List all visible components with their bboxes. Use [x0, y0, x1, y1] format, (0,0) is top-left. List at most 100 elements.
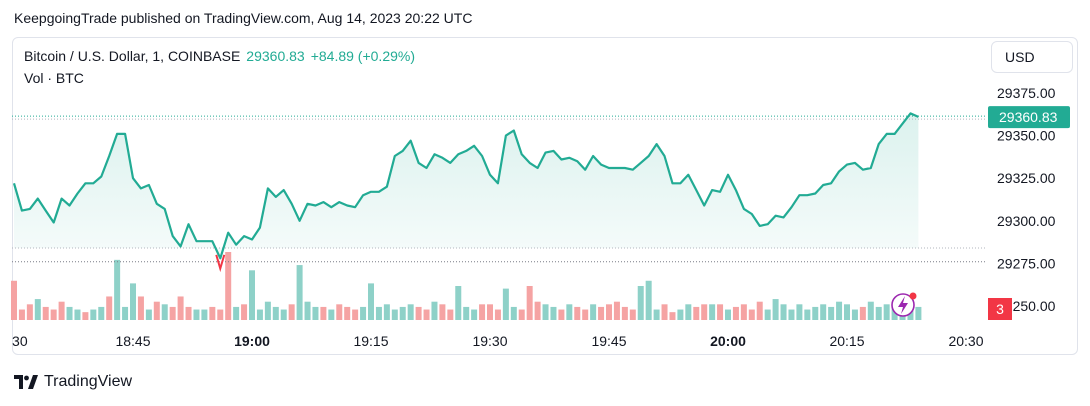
volume-bar: [11, 280, 17, 320]
volume-bar: [114, 259, 121, 320]
y-tick-label: 29275.00: [997, 255, 1056, 271]
volume-bar: [145, 309, 152, 320]
volume-bar: [764, 309, 771, 320]
legend-price: 29360.83: [246, 48, 305, 64]
x-tick-label: 19:30: [472, 333, 507, 349]
volume-bar: [328, 309, 335, 320]
volume-bar: [867, 301, 874, 320]
volume-bar: [780, 304, 787, 320]
axis-mask: [0, 330, 12, 354]
x-tick-label: 18:45: [115, 333, 150, 349]
volume-bar: [621, 306, 628, 320]
volume-bar: [415, 306, 422, 320]
volume-bar: [613, 301, 620, 320]
volume-bar: [18, 309, 25, 320]
volume-bar: [161, 304, 168, 320]
volume-bar: [859, 306, 866, 320]
lightning-icon-bolt: [898, 296, 908, 314]
volume-bar: [629, 309, 636, 320]
volume-bar: [891, 306, 898, 320]
volume-bar: [455, 286, 462, 320]
volume-bar: [677, 309, 684, 320]
volume-bar: [820, 304, 827, 320]
volume-bar: [804, 309, 811, 320]
footer-logo[interactable]: TradingView: [14, 373, 132, 391]
volume-bar: [582, 309, 589, 320]
volume-bar: [693, 306, 700, 320]
volume-bar: [352, 309, 359, 320]
events-badge: [988, 298, 1012, 320]
volume-bar: [360, 306, 367, 320]
volume-bar: [249, 270, 255, 320]
volume-bar: [788, 309, 795, 320]
price-axis[interactable]: 29375.00 29350.00 29325.00 29300.00 29275.00…: [988, 85, 1070, 314]
y-tick-label: 29300.00: [997, 213, 1056, 229]
volume-bar: [423, 309, 430, 320]
volume-bar: [217, 309, 224, 320]
volume-bar: [58, 301, 65, 320]
overlays: 3: [891, 292, 1012, 320]
volume-bar: [756, 301, 763, 320]
currency-button[interactable]: USD: [991, 41, 1073, 73]
volume-bar: [34, 299, 41, 320]
volume-bar: [851, 309, 858, 320]
volume-bar: [375, 306, 382, 320]
volume-bars: [11, 252, 922, 320]
volume-bar: [256, 309, 263, 320]
legend-volume: Vol · BTC: [24, 70, 84, 86]
volume-bar: [90, 309, 97, 320]
volume-bar: [296, 265, 303, 320]
volume-bar: [50, 309, 57, 320]
volume-bar: [201, 309, 208, 320]
volume-bar: [471, 309, 478, 320]
volume-bar: [26, 304, 33, 320]
volume-bar: [606, 304, 612, 320]
x-tick-label: 19:00: [234, 333, 270, 349]
volume-bar: [264, 301, 271, 320]
volume-bar: [463, 306, 470, 320]
volume-bar: [661, 304, 668, 320]
low-marker: [215, 254, 226, 273]
time-axis[interactable]: 8:30 18:45 19:00 19:15 19:30 19:45 20:00 20:15 2…: [0, 330, 984, 354]
volume-bar: [748, 309, 755, 320]
volume-bar: [368, 283, 374, 320]
chart-panel: [12, 37, 1078, 355]
footer-brand: TradingView: [44, 373, 133, 390]
volume-bar: [399, 306, 406, 320]
price-area-fill: [14, 113, 919, 259]
x-tick-label: 20:15: [829, 333, 864, 349]
volume-bar: [320, 306, 327, 320]
volume-bar: [193, 309, 200, 320]
y-tick-label: 29325.00: [997, 170, 1056, 186]
volume-bar: [209, 306, 216, 320]
events-badge-label: 3: [996, 301, 1004, 317]
volume-bar: [828, 306, 835, 320]
volume-bar: [169, 306, 176, 320]
notification-dot: [909, 292, 917, 300]
publisher-line: KeepgoingTrade published on TradingView.…: [14, 10, 473, 26]
volume-bar: [812, 306, 819, 320]
volume-bar: [336, 304, 343, 320]
tradingview-logo-icon: [14, 375, 38, 389]
price-area: [14, 113, 919, 259]
volume-bar: [558, 309, 565, 320]
volume-bar: [66, 306, 73, 320]
volume-bar: [479, 304, 486, 320]
volume-bar: [725, 309, 731, 320]
volume-bar: [225, 252, 232, 320]
volume-bar: [534, 301, 541, 320]
y-tick-label: 29375.00: [997, 85, 1056, 101]
volume-bar: [796, 304, 803, 320]
volume-bar: [669, 312, 676, 320]
legend-main: Bitcoin / U.S. Dollar, 1, COINBASE 29360.…: [24, 48, 415, 64]
volume-bar: [701, 304, 708, 320]
volume-bar: [272, 306, 279, 320]
x-tick-label: 20:00: [710, 333, 746, 349]
volume-bar: [439, 304, 446, 320]
volume-bar: [122, 306, 129, 320]
volume-bar: [153, 301, 160, 320]
volume-bar: [233, 306, 240, 320]
volume-bar: [280, 309, 287, 320]
y-tick-label: 29350.00: [997, 128, 1056, 144]
